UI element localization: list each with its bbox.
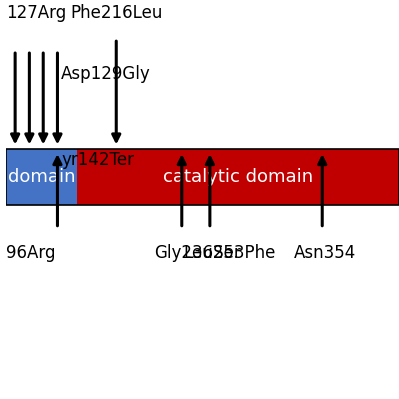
Text: catalytic domain: catalytic domain [163, 168, 313, 186]
Text: domain: domain [8, 168, 75, 186]
Text: 127Arg: 127Arg [6, 4, 66, 22]
Text: yr142Ter: yr142Ter [61, 151, 134, 169]
Bar [77, 149, 399, 205]
Text: Gly236Ser: Gly236Ser [154, 245, 241, 263]
Text: Leu253Phe: Leu253Phe [184, 245, 276, 263]
Text: Phe216Leu: Phe216Leu [70, 4, 162, 22]
Text: Asn354: Asn354 [294, 245, 356, 263]
Bar [6, 149, 77, 205]
Bar [6, 149, 399, 205]
Text: 96Arg: 96Arg [6, 245, 55, 263]
Text: Asp129Gly: Asp129Gly [61, 65, 151, 83]
